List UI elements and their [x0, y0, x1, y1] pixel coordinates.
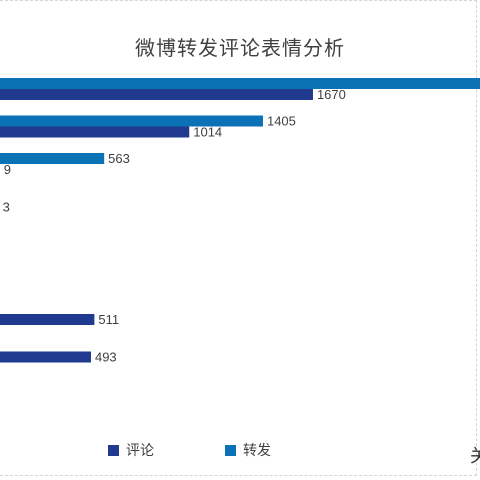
bar-repost-1 — [0, 115, 263, 127]
legend-item-comment: 评论 — [108, 440, 154, 460]
corner-glyph: 关 — [470, 446, 480, 467]
chart-title: 微博转发评论表情分析 — [135, 36, 345, 60]
value-label-comment-2: 9 — [4, 162, 11, 177]
value-label-comment-1: 1014 — [193, 125, 222, 140]
legend-label-repost: 转发 — [243, 443, 271, 459]
value-label-comment-0: 1670 — [317, 87, 346, 102]
bar-repost-2 — [0, 153, 105, 164]
value-label-comment-6: 511 — [98, 312, 119, 327]
bar-comment-0 — [0, 89, 313, 100]
value-label-repost-1: 1405 — [267, 114, 296, 129]
legend-swatch-repost — [225, 444, 236, 456]
value-label-comment-7: 493 — [95, 350, 117, 365]
bar-repost-0 — [0, 78, 480, 89]
bar-comment-6 — [0, 314, 95, 325]
legend-swatch-comment — [108, 444, 119, 456]
legend-label-comment: 评论 — [126, 443, 154, 459]
legend: 评论 转发 — [0, 440, 480, 460]
value-label-comment-3: 3 — [3, 200, 10, 215]
bar-comment-7 — [0, 351, 91, 363]
bar-comment-1 — [0, 126, 190, 138]
value-label-repost-2: 563 — [108, 151, 130, 166]
legend-item-repost: 转发 — [225, 440, 271, 460]
